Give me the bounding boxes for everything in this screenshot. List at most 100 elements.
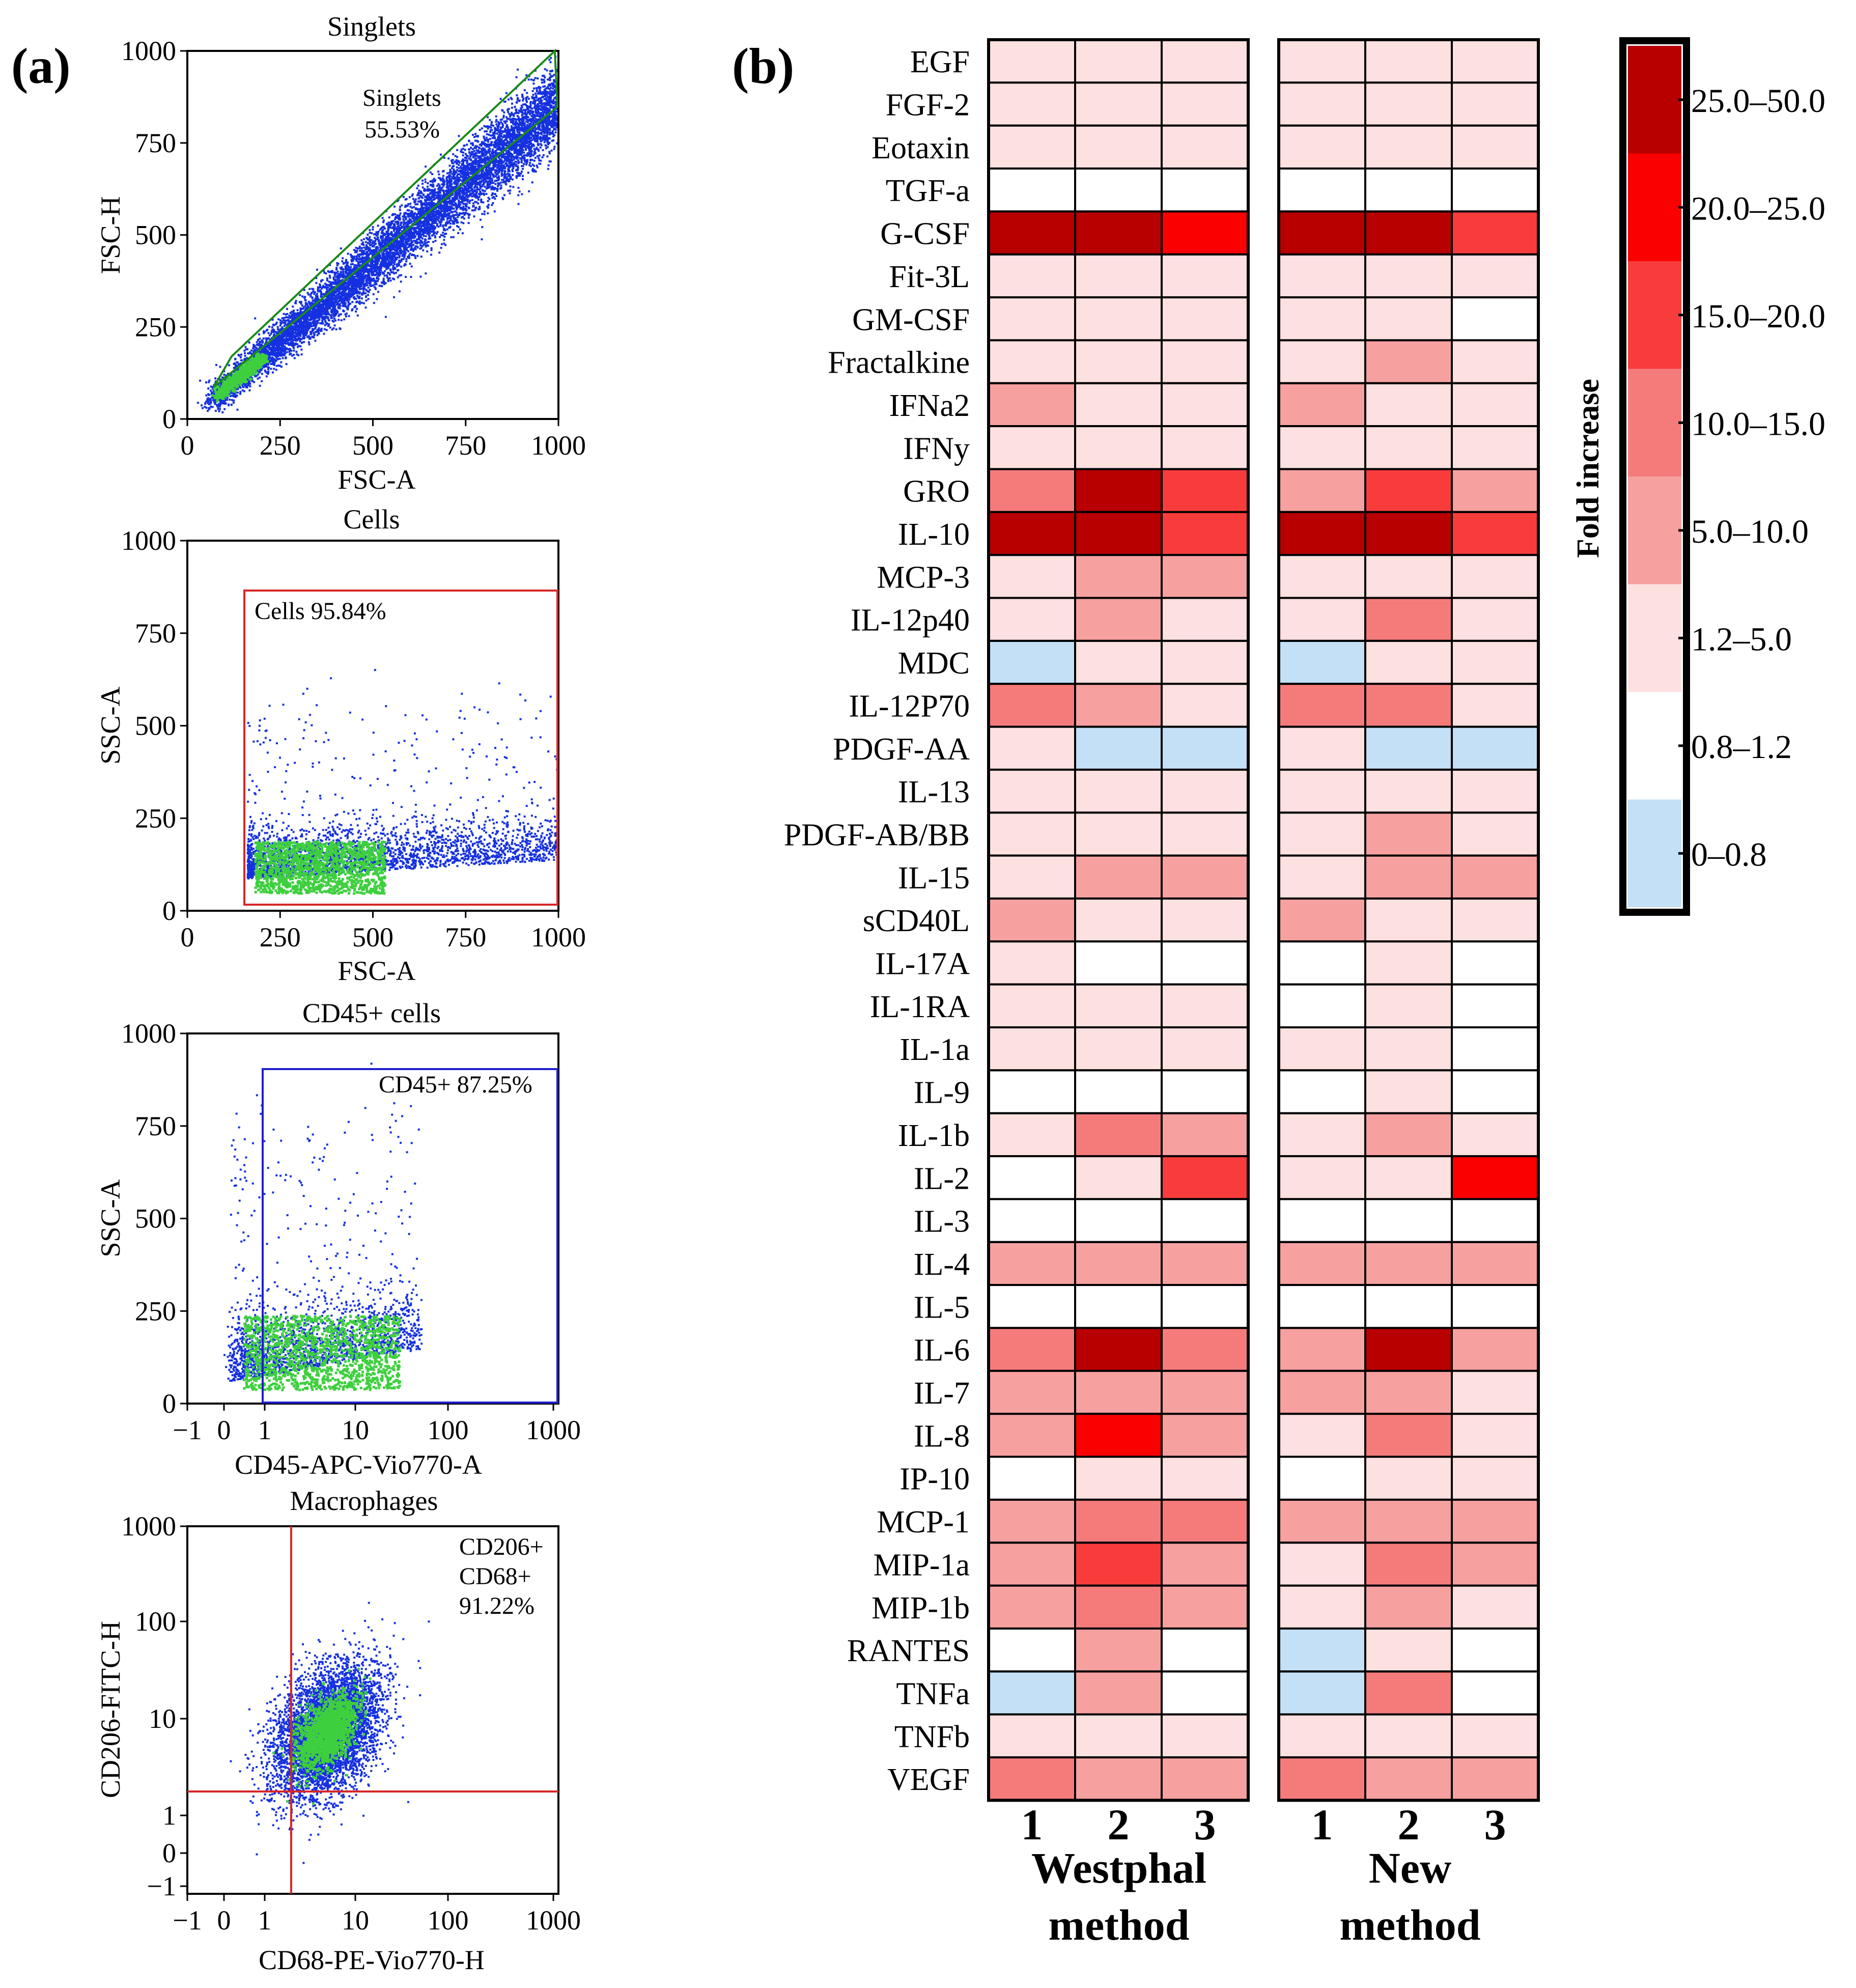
heatmap-cell (988, 39, 1076, 84)
heatmap-cell (1161, 1112, 1249, 1158)
heatmap-cell (1451, 1241, 1539, 1286)
heatmap-cell (1278, 382, 1366, 428)
heatmap-cell (1074, 1155, 1163, 1200)
heatmap-cell (1451, 1670, 1539, 1716)
heatmap-cell (1278, 1284, 1366, 1329)
x-tick-label: 500 (352, 922, 393, 953)
heatmap-cell (1161, 1542, 1249, 1587)
heatmap-cell (988, 1069, 1076, 1114)
heatmap-cell (1161, 382, 1249, 428)
heatmap-cell (1451, 167, 1539, 213)
heatmap-cell (1364, 811, 1453, 857)
heatmap-cell (1364, 725, 1453, 771)
heatmap-cell (1451, 1327, 1539, 1372)
cytokine-heatmap: EGF FGF-2 Eotaxin TGF-a G-CSF Fit-3L GM-CSF Fra… (784, 38, 1540, 1949)
heatmap-row-label: IL-1RA (870, 990, 970, 1024)
heatmap-cell (1278, 124, 1366, 170)
heatmap-cell (1278, 1584, 1366, 1630)
heatmap-cell (1074, 1284, 1163, 1329)
group-label-new-line2: method (1339, 1900, 1480, 1949)
heatmap-cell (988, 1369, 1076, 1415)
legend-label: 15.0–20.0 (1691, 298, 1825, 335)
heatmap-cell (1364, 296, 1453, 342)
heatmap-cell (1451, 1369, 1539, 1415)
heatmap-row-label: IL-10 (898, 517, 970, 552)
heatmap-cell (1074, 1498, 1163, 1544)
heatmap-row-label: IL-8 (914, 1419, 970, 1453)
heatmap-cell (988, 1284, 1076, 1329)
heatmap-cell (1074, 1627, 1163, 1673)
y-tick-label: 500 (135, 711, 176, 741)
x-tick-label: 0 (217, 1905, 231, 1936)
heatmap-cell (1074, 898, 1163, 943)
heatmap-cell (1074, 167, 1163, 213)
heatmap-cell (988, 253, 1076, 299)
gate-percent: 55.53% (364, 116, 440, 143)
heatmap-row-label: TNFa (896, 1677, 970, 1712)
heatmap-cell (1074, 210, 1163, 256)
heatmap-cell (1278, 1455, 1366, 1501)
heatmap-cell (988, 1112, 1076, 1158)
heatmap-cell (1074, 639, 1163, 685)
heatmap-cell (1161, 768, 1249, 814)
heatmap-cell (1364, 1327, 1453, 1372)
heatmap-cell (1278, 1498, 1366, 1544)
heatmap-column-label: 2 (1108, 1800, 1130, 1849)
heatmap-cell (1451, 1112, 1539, 1158)
heatmap-cell (1364, 425, 1453, 470)
heatmap-cell (1451, 1284, 1539, 1329)
heatmap-cell (1278, 1327, 1366, 1372)
y-tick-label: 500 (135, 1203, 176, 1234)
heatmap-row-label: sCD40L (863, 904, 970, 938)
heatmap-cell (1074, 1670, 1163, 1716)
heatmap-cell (1074, 983, 1163, 1028)
scatter-dots (246, 669, 559, 895)
heatmap-cell (1161, 1284, 1249, 1329)
heatmap-row-label: IL-2 (914, 1161, 970, 1196)
heatmap-cell (1161, 1069, 1249, 1114)
legend-swatch (1628, 799, 1681, 907)
y-ticks: 0 250 500 750 1000 (121, 36, 187, 434)
heatmap-row-label: MCP-3 (877, 560, 970, 595)
heatmap-cell (1364, 1284, 1453, 1329)
heatmap-cell (1278, 1069, 1366, 1114)
legend-swatch (1628, 584, 1681, 692)
heatmap-cell (988, 296, 1076, 342)
heatmap-row-label: MDC (898, 646, 970, 681)
heatmap-cell (988, 339, 1076, 384)
heatmap-cell (1161, 1455, 1249, 1501)
x-tick-label: 100 (428, 1415, 469, 1445)
heatmap-cell (1074, 425, 1163, 470)
heatmap-row-label: IL-15 (898, 861, 970, 895)
heatmap-cell (1161, 124, 1249, 170)
heatmap-row-label: GRO (903, 474, 970, 509)
heatmap-cell (1074, 81, 1163, 127)
heatmap-cell (1161, 468, 1249, 513)
heatmap-cell (1278, 81, 1366, 127)
heatmap-cell (1161, 1198, 1249, 1243)
heatmap-cell (1161, 1627, 1249, 1673)
heatmap-row-label: IL-6 (914, 1333, 970, 1368)
gate-label: Cells 95.84% (255, 598, 386, 625)
heatmap-row-label: EGF (910, 45, 970, 79)
heatmap-cell (1074, 1069, 1163, 1114)
heatmap-cell (1451, 425, 1539, 470)
flow-plot-cd45: CD45+ cells CD45+ 87.25% −1 0 1 10 100 1000 0… (95, 998, 581, 1480)
heatmap-cell (1074, 468, 1163, 513)
y-tick-label: 100 (135, 1606, 176, 1637)
x-tick-label: 500 (352, 430, 393, 461)
heatmap-row-label: IL-5 (914, 1290, 970, 1325)
flow-plot-title: CD45+ cells (302, 998, 441, 1028)
heatmap-cell (988, 1584, 1076, 1630)
heatmap-cell (1451, 39, 1539, 84)
heatmap-row-label: IL-17A (875, 947, 970, 982)
heatmap-cell (1278, 511, 1366, 556)
heatmap-cell (1364, 554, 1453, 599)
heatmap-cell (1451, 683, 1539, 728)
heatmap-cell (1161, 725, 1249, 771)
heatmap-row-label: G-CSF (880, 217, 970, 251)
heatmap-cell (1074, 768, 1163, 814)
heatmap-cell (1161, 1756, 1249, 1802)
heatmap-cell (1161, 296, 1249, 342)
